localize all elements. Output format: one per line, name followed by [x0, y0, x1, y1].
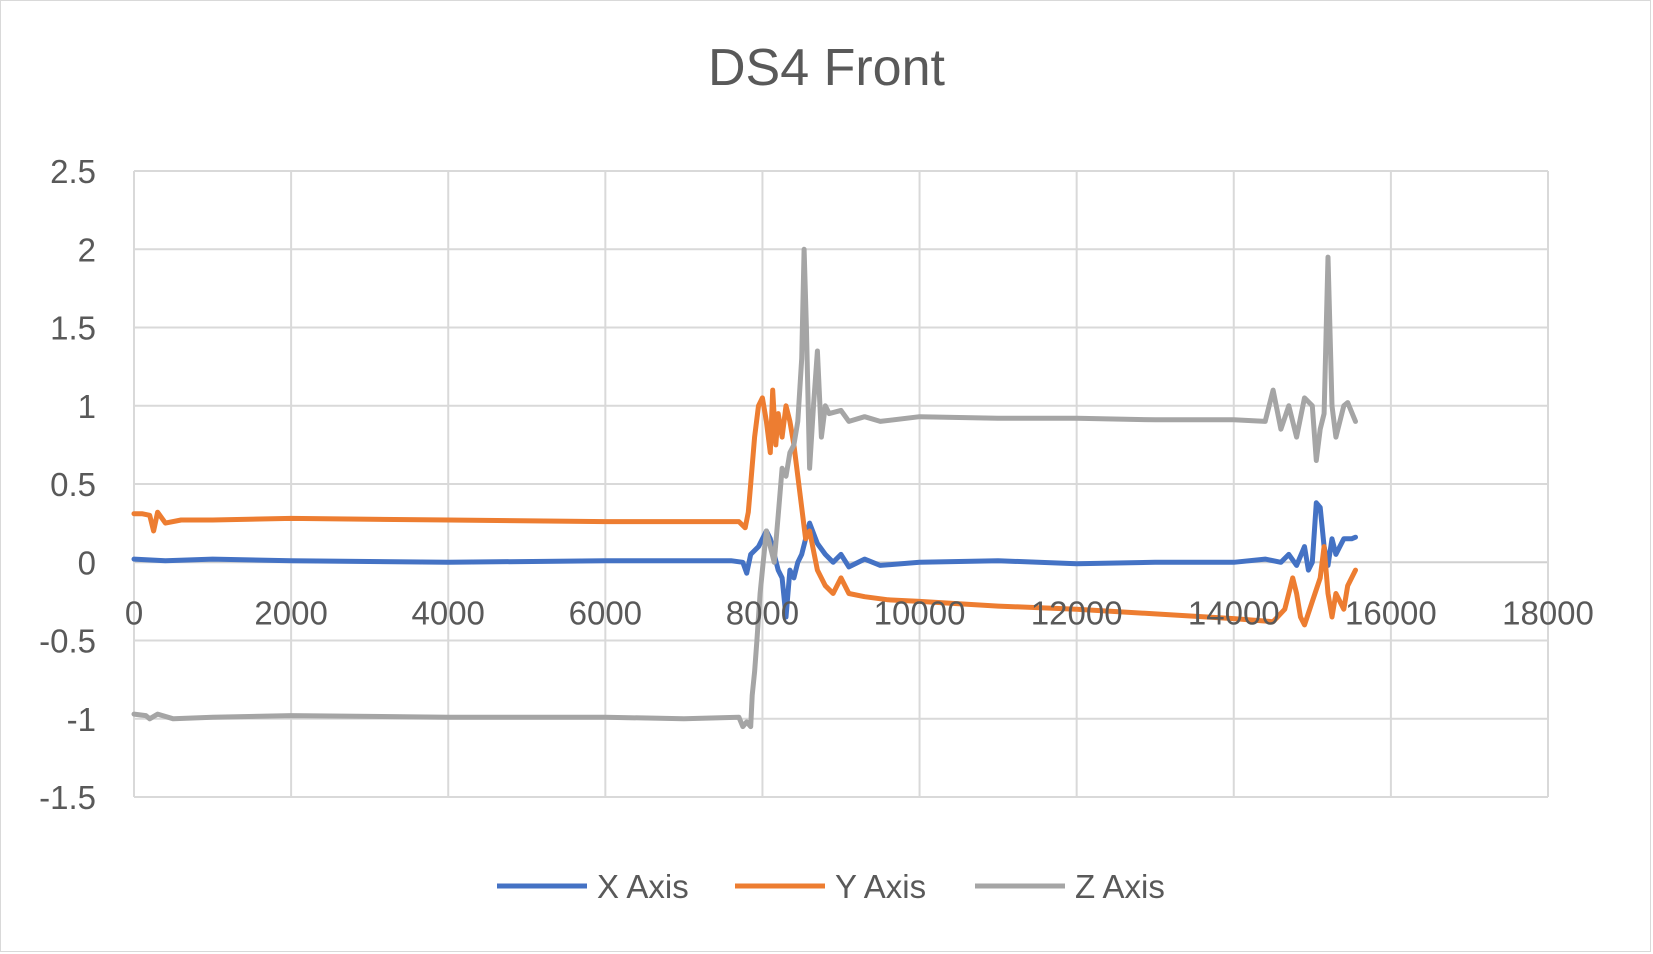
- gridlines: [133, 170, 1549, 798]
- y-tick-label: -1: [67, 701, 96, 738]
- x-tick-label: 6000: [569, 594, 642, 631]
- y-tick-labels: 2.5 2 1.5 1 0.5 0 -0.5 -1 -1.5: [39, 153, 96, 816]
- y-tick-label: 0: [78, 544, 96, 581]
- x-tick-label: 10000: [874, 594, 966, 631]
- x-tick-label: 14000: [1188, 594, 1280, 631]
- y-tick-label: 2.5: [50, 153, 96, 190]
- x-tick-label: 2000: [254, 594, 327, 631]
- x-tick-label: 16000: [1345, 594, 1437, 631]
- legend-label: X Axis: [597, 868, 689, 905]
- series-line-z-axis: [131, 246, 1358, 730]
- x-tick-label: 18000: [1502, 594, 1594, 631]
- legend-label: Z Axis: [1075, 868, 1165, 905]
- series-line-x-axis: [131, 500, 1358, 620]
- x-tick-label: 4000: [412, 594, 485, 631]
- y-tick-label: -1.5: [39, 779, 96, 816]
- legend: X Axis Y Axis Z Axis: [497, 868, 1165, 905]
- y-tick-label: 0.5: [50, 466, 96, 503]
- x-tick-label: 8000: [726, 594, 799, 631]
- x-tick-labels: 0 2000 4000 6000 8000 10000 12000 14000 16000 180…: [125, 594, 1594, 631]
- y-tick-label: -0.5: [39, 623, 96, 660]
- chart-title: DS4 Front: [708, 39, 945, 97]
- y-tick-label: 1.5: [50, 310, 96, 347]
- y-tick-label: 2: [78, 231, 96, 268]
- series-line-y-axis: [131, 387, 1358, 628]
- legend-label: Y Axis: [835, 868, 926, 905]
- x-tick-label: 0: [125, 594, 143, 631]
- series-lines: [131, 246, 1358, 730]
- x-tick-label: 12000: [1031, 594, 1123, 631]
- y-tick-label: 1: [78, 388, 96, 425]
